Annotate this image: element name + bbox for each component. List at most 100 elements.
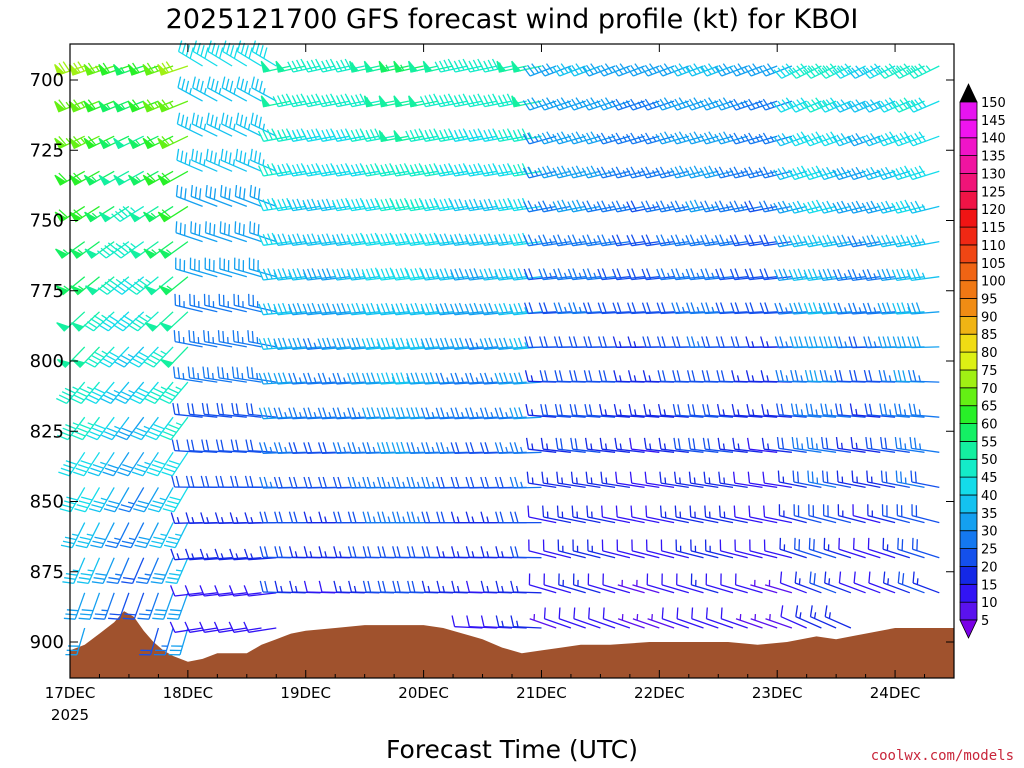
barb-shaft xyxy=(912,135,940,147)
barb-full xyxy=(444,337,450,349)
barb-shaft xyxy=(204,413,233,418)
barb-full xyxy=(701,370,706,382)
barb-full xyxy=(672,370,677,382)
barb-full xyxy=(263,407,269,419)
barb-full xyxy=(350,164,357,176)
barb-full xyxy=(899,99,908,109)
barb-full xyxy=(92,540,104,545)
barb-full xyxy=(80,613,92,616)
barb-full xyxy=(810,403,814,416)
barb-full xyxy=(375,165,382,177)
barb-full xyxy=(509,511,515,523)
barb-half xyxy=(767,443,770,450)
barb-shaft xyxy=(809,135,837,147)
barb-full xyxy=(87,99,96,110)
colorbar-label: 65 xyxy=(981,400,998,415)
barb-full xyxy=(895,201,903,213)
barb-half xyxy=(313,412,317,419)
barb-pennant xyxy=(98,63,110,76)
barb-full xyxy=(450,372,456,385)
barb-half xyxy=(652,169,657,177)
barb-full xyxy=(876,102,885,113)
barb-full xyxy=(311,268,317,280)
barb-full xyxy=(804,369,809,382)
wind-barb xyxy=(687,403,719,418)
barb-full xyxy=(763,234,770,246)
barb-shaft xyxy=(691,584,719,594)
barb-full xyxy=(292,372,298,384)
wind-barb xyxy=(219,221,248,243)
barb-full xyxy=(819,369,824,382)
barb-shaft xyxy=(896,481,925,489)
barb-half xyxy=(87,569,94,572)
barb-shaft xyxy=(543,516,572,524)
barb-shaft xyxy=(107,311,130,332)
barb-full xyxy=(96,250,107,259)
barb-half xyxy=(766,341,770,348)
barb-full xyxy=(57,434,69,441)
barb-full xyxy=(688,437,692,450)
barb-full xyxy=(880,201,888,213)
barb-full xyxy=(901,573,905,585)
colorbar-segment xyxy=(959,476,978,496)
barb-half xyxy=(309,551,313,558)
wind-barb xyxy=(541,471,572,489)
barb-shaft xyxy=(824,100,852,113)
barb-shaft xyxy=(127,451,145,477)
barb-full xyxy=(821,100,830,111)
barb-shaft xyxy=(778,447,807,453)
barb-pennant xyxy=(142,63,154,76)
wind-barb xyxy=(569,403,601,418)
barb-full xyxy=(817,136,826,147)
barb-full xyxy=(824,571,827,584)
barb-full xyxy=(670,133,678,145)
wind-barb xyxy=(646,573,675,594)
barb-full xyxy=(918,97,927,108)
barb-half xyxy=(343,412,347,419)
barb-full xyxy=(891,102,900,113)
wind-barb xyxy=(147,487,174,513)
wind-barb xyxy=(176,148,203,172)
barb-full xyxy=(400,372,406,384)
barb-shaft xyxy=(587,550,616,559)
colorbar-label: 70 xyxy=(981,382,998,397)
barb-half xyxy=(788,135,794,142)
barb-full xyxy=(370,302,376,314)
barb-shaft xyxy=(129,487,145,513)
colorbar-label: 120 xyxy=(981,203,1006,218)
barb-shaft xyxy=(838,548,866,559)
barb-shaft xyxy=(647,135,675,145)
barb-full xyxy=(847,236,854,247)
barb-full xyxy=(604,97,613,108)
barb-full xyxy=(222,40,227,52)
barb-half xyxy=(358,481,362,488)
barb-shaft xyxy=(122,311,145,332)
barb-full xyxy=(809,605,813,617)
barb-shaft xyxy=(205,232,233,243)
barb-half xyxy=(815,409,818,416)
barb-full xyxy=(258,372,264,385)
barb-full xyxy=(78,577,91,580)
barb-full xyxy=(340,94,347,106)
barb-full xyxy=(399,233,406,245)
barb-full xyxy=(469,268,475,280)
barb-full xyxy=(396,511,401,523)
barb-half xyxy=(280,585,283,593)
barb-full xyxy=(732,437,736,450)
y-tick-label: 875 xyxy=(30,562,64,583)
wind-barb xyxy=(570,471,601,489)
barb-half xyxy=(725,169,730,177)
barb-shaft xyxy=(557,482,586,489)
barb-full xyxy=(450,442,456,454)
barb-half xyxy=(607,204,612,211)
barb-full xyxy=(661,302,666,314)
barb-full xyxy=(251,76,255,88)
barb-half xyxy=(176,553,180,560)
barb-full xyxy=(745,370,750,382)
barb-full xyxy=(346,269,353,281)
barb-full xyxy=(861,136,870,147)
barb-full xyxy=(796,471,800,483)
wind-barb xyxy=(905,165,940,181)
barb-full xyxy=(781,65,791,75)
barb-shaft xyxy=(779,514,807,524)
